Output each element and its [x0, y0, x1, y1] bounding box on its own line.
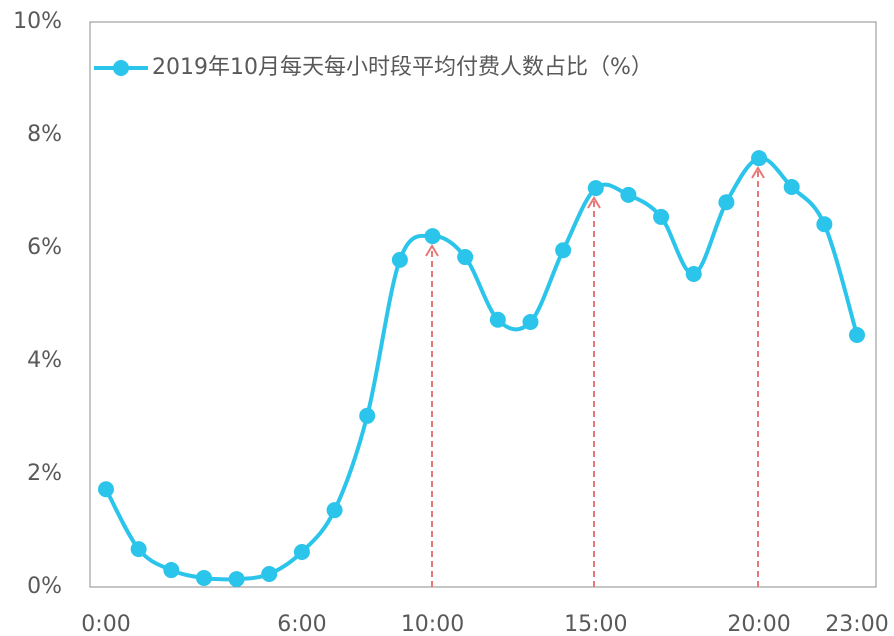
x-tick-label: 15:00	[564, 612, 627, 636]
x-tick-label: 6:00	[277, 612, 326, 636]
data-point	[751, 150, 768, 167]
data-point	[718, 194, 735, 211]
data-point	[587, 180, 604, 197]
data-point	[163, 562, 180, 579]
data-point	[195, 569, 212, 586]
plot-frame	[89, 21, 877, 588]
data-point	[326, 502, 343, 519]
x-tick-label: 23:00	[825, 612, 888, 636]
data-point	[620, 186, 637, 203]
data-point	[555, 242, 572, 259]
x-tick-label: 0:00	[81, 612, 130, 636]
data-point	[522, 314, 539, 331]
data-point	[261, 566, 278, 583]
x-tick-label: 20:00	[727, 612, 790, 636]
data-point	[98, 481, 114, 498]
y-tick-label: 2%	[27, 461, 62, 486]
data-point	[359, 407, 376, 424]
data-point	[293, 543, 310, 560]
data-point	[457, 249, 474, 266]
data-point	[424, 228, 441, 245]
arrow-head	[751, 166, 765, 179]
data-point	[130, 541, 147, 558]
arrow-head	[425, 244, 439, 257]
x-tick-label: 10:00	[401, 612, 464, 636]
data-point	[391, 251, 408, 268]
legend-label: 2019年10月每天每小时段平均付费人数占比（%）	[152, 55, 653, 80]
data-point	[228, 571, 245, 588]
data-point	[849, 327, 865, 344]
series-line	[104, 156, 859, 582]
y-tick-label: 6%	[27, 235, 62, 260]
data-point	[653, 208, 670, 225]
data-point	[783, 178, 800, 195]
data-point	[816, 216, 833, 233]
y-tick-label: 4%	[27, 348, 62, 373]
data-point	[685, 265, 702, 282]
y-tick-label: 0%	[27, 574, 62, 599]
y-tick-label: 10%	[13, 9, 62, 34]
arrow-head	[587, 196, 601, 209]
y-tick-label: 8%	[27, 122, 62, 147]
annotation-arrows	[425, 166, 765, 587]
legend-marker	[113, 60, 129, 76]
data-point	[489, 311, 506, 328]
